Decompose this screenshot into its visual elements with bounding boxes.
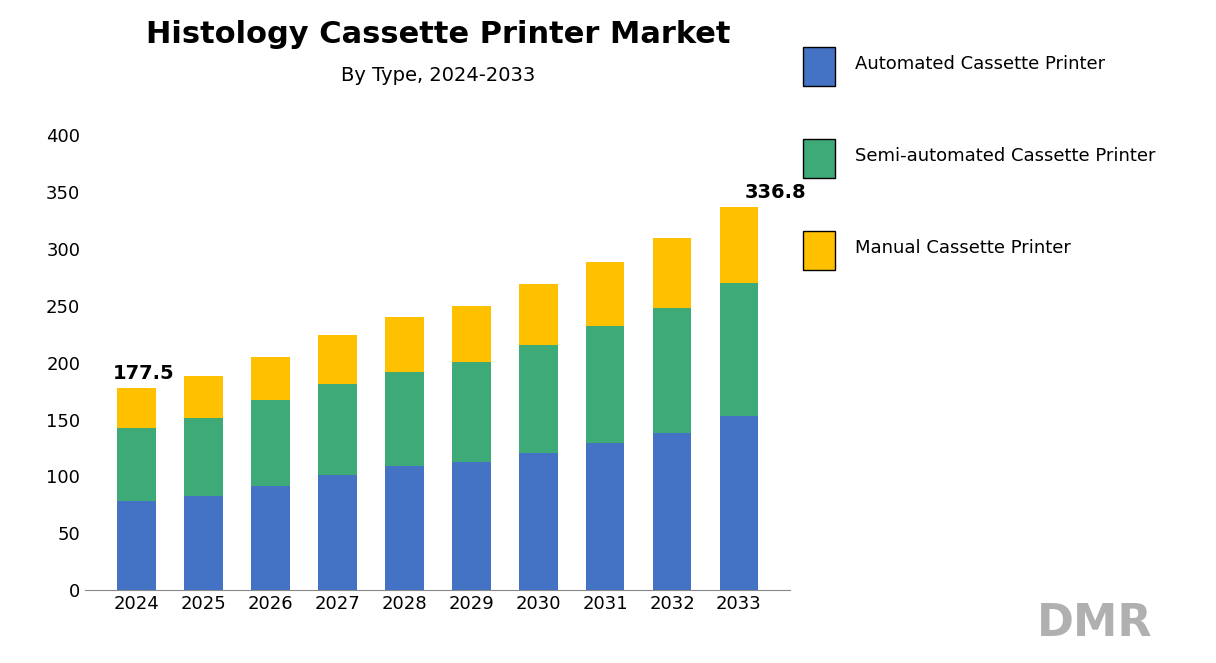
- Bar: [452, 361, 490, 461]
- Bar: [586, 262, 625, 326]
- Bar: [184, 377, 223, 418]
- Bar: [317, 475, 356, 590]
- Bar: [317, 335, 356, 385]
- Bar: [519, 345, 558, 453]
- Bar: [653, 238, 692, 308]
- Bar: [452, 461, 490, 590]
- Bar: [385, 372, 423, 466]
- Bar: [586, 326, 625, 444]
- Text: Histology Cassette Printer Market: Histology Cassette Printer Market: [146, 20, 730, 49]
- Text: Semi-automated Cassette Printer: Semi-automated Cassette Printer: [855, 147, 1155, 165]
- Bar: [720, 208, 759, 283]
- Bar: [184, 496, 223, 590]
- Text: Automated Cassette Printer: Automated Cassette Printer: [855, 55, 1105, 73]
- Bar: [250, 485, 289, 590]
- Bar: [184, 418, 223, 496]
- Bar: [586, 444, 625, 590]
- Bar: [653, 308, 692, 433]
- Bar: [317, 385, 356, 475]
- Bar: [519, 284, 558, 345]
- Bar: [385, 318, 423, 372]
- Bar: [452, 306, 490, 361]
- Bar: [385, 466, 423, 590]
- FancyBboxPatch shape: [803, 139, 834, 178]
- FancyBboxPatch shape: [803, 231, 834, 271]
- Text: Manual Cassette Printer: Manual Cassette Printer: [855, 239, 1070, 257]
- FancyBboxPatch shape: [803, 48, 834, 86]
- Bar: [117, 428, 156, 501]
- Bar: [250, 400, 289, 485]
- Bar: [653, 433, 692, 590]
- Text: 177.5: 177.5: [113, 363, 175, 383]
- Text: DMR: DMR: [1036, 602, 1153, 644]
- Bar: [720, 416, 759, 590]
- Bar: [519, 453, 558, 590]
- Bar: [720, 283, 759, 416]
- Bar: [117, 389, 156, 428]
- Bar: [117, 501, 156, 590]
- Text: By Type, 2024-2033: By Type, 2024-2033: [340, 66, 535, 86]
- Bar: [250, 357, 289, 400]
- Text: 336.8: 336.8: [744, 182, 806, 202]
